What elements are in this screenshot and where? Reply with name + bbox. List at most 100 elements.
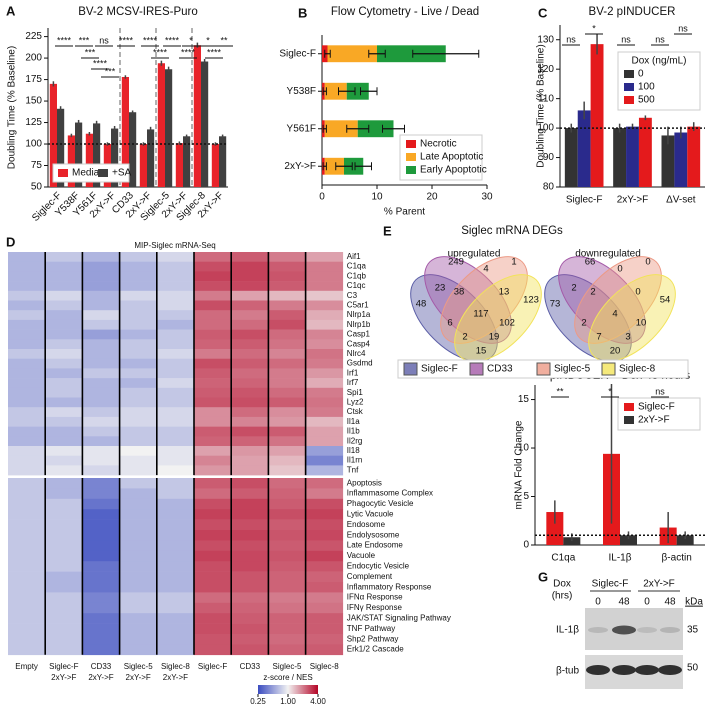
row-label: Aif1 bbox=[347, 252, 361, 261]
legend-swatch bbox=[624, 96, 634, 104]
heatmap-cell bbox=[156, 571, 195, 583]
heatmap-cell bbox=[8, 540, 46, 552]
heatmap-cell bbox=[8, 329, 46, 340]
heatmap-cell bbox=[119, 465, 158, 476]
legend-label: 100 bbox=[638, 82, 655, 93]
legend-label: Siglec-5 bbox=[554, 364, 591, 375]
heatmap-cell bbox=[231, 623, 269, 635]
heatmap-cell bbox=[305, 397, 344, 408]
row-label: Tnf bbox=[347, 465, 359, 474]
significance: ns bbox=[655, 386, 665, 396]
heatmap-cell bbox=[119, 339, 158, 350]
heatmap-cell bbox=[45, 290, 83, 301]
row-label: Apoptosis bbox=[347, 478, 382, 487]
panel-label: E bbox=[383, 223, 392, 238]
bar bbox=[85, 133, 93, 187]
venn-label: downregulated bbox=[575, 249, 641, 260]
heatmap-cell bbox=[156, 436, 195, 447]
heatmap-cell bbox=[119, 582, 158, 593]
heatmap-cell bbox=[45, 300, 83, 311]
heatmap-cell bbox=[231, 300, 269, 311]
row-label: Inflammasome Complex bbox=[347, 489, 433, 498]
row-label: Endosome bbox=[347, 520, 386, 529]
heatmap-cell bbox=[8, 644, 46, 656]
y-tick-label: 175 bbox=[25, 74, 42, 85]
heatmap-cell bbox=[156, 540, 195, 552]
legend-swatch bbox=[601, 362, 616, 376]
heatmap-cell bbox=[8, 634, 46, 645]
heatmap-cell bbox=[82, 252, 120, 262]
bar bbox=[564, 128, 578, 187]
y-tick-label: 90 bbox=[543, 152, 555, 163]
heatmap-cell bbox=[82, 455, 120, 466]
heatmap-cell bbox=[231, 368, 269, 379]
heatmap-cell bbox=[194, 634, 232, 645]
heatmap-cell bbox=[194, 368, 232, 379]
legend-swatch bbox=[624, 403, 634, 411]
heatmap-cell bbox=[231, 634, 269, 645]
heatmap-cell bbox=[194, 290, 232, 301]
venn-label: upregulated bbox=[448, 249, 501, 260]
significance: ** bbox=[556, 386, 564, 396]
blot-lane: 0 bbox=[644, 597, 650, 608]
heatmap-cell bbox=[45, 339, 83, 350]
heatmap-cell bbox=[305, 550, 344, 562]
heatmap-cell bbox=[194, 623, 232, 635]
heatmap-cell bbox=[156, 368, 195, 379]
row-label: Ctsk bbox=[347, 407, 364, 416]
heatmap-cell bbox=[231, 261, 269, 272]
chart-title: Flow Cytometry - Live / Dead bbox=[331, 6, 479, 18]
bar bbox=[57, 108, 65, 187]
significance: * bbox=[608, 386, 612, 396]
legend-swatch bbox=[624, 70, 634, 78]
heatmap-cell bbox=[45, 261, 83, 272]
heatmap-cell bbox=[82, 478, 120, 489]
heatmap-cell bbox=[119, 416, 158, 427]
heatmap-cell bbox=[45, 271, 83, 282]
heatmap-cell bbox=[268, 519, 306, 531]
significance: **** bbox=[57, 35, 72, 45]
venn-count: 4 bbox=[612, 309, 617, 320]
heatmap-cell bbox=[8, 407, 46, 418]
heatmap-cell bbox=[268, 550, 306, 562]
row-label: Complement bbox=[347, 572, 393, 581]
heatmap-cell bbox=[45, 329, 83, 340]
x-tick-label: 10 bbox=[371, 192, 383, 203]
row-label: Il18 bbox=[347, 446, 360, 455]
venn-count: 2 bbox=[571, 283, 576, 294]
row-label: C5ar1 bbox=[347, 300, 369, 309]
heatmap-cell bbox=[194, 530, 232, 541]
heatmap-cell bbox=[45, 368, 83, 379]
heatmap-cell bbox=[231, 519, 269, 531]
heatmap-cell bbox=[231, 290, 269, 301]
venn-set bbox=[588, 274, 676, 362]
venn-count: 0 bbox=[635, 287, 640, 298]
y-tick-label: 120 bbox=[537, 64, 554, 75]
column-label: Empty bbox=[15, 662, 38, 671]
venn-count: 0 bbox=[645, 257, 650, 268]
heatmap-cell bbox=[156, 319, 195, 330]
heatmap-cell bbox=[119, 455, 158, 466]
heatmap-cell bbox=[8, 446, 46, 456]
heatmap-cell bbox=[231, 271, 269, 282]
significance: * bbox=[206, 35, 210, 45]
heatmap-cell bbox=[231, 465, 269, 476]
heatmap-cell bbox=[231, 416, 269, 427]
heatmap-cell bbox=[8, 478, 46, 489]
heatmap-cell bbox=[45, 436, 83, 447]
row-label: C1qb bbox=[347, 271, 367, 280]
heatmap-cell bbox=[194, 602, 232, 614]
bar bbox=[577, 110, 591, 187]
heatmap-cell bbox=[305, 271, 344, 282]
bar bbox=[67, 135, 75, 187]
heatmap-cell bbox=[8, 571, 46, 583]
row-label: Lyz2 bbox=[347, 397, 364, 406]
column-label: 2xY->F bbox=[51, 673, 76, 682]
heatmap-cell bbox=[231, 602, 269, 614]
colorbar-tick-label: 4.00 bbox=[310, 697, 326, 705]
venn-count: 2 bbox=[590, 287, 595, 298]
blot-size: 50 bbox=[687, 663, 699, 674]
heatmap-cell bbox=[156, 550, 195, 562]
heatmap-cell bbox=[231, 582, 269, 593]
heatmap-cell bbox=[82, 300, 120, 311]
